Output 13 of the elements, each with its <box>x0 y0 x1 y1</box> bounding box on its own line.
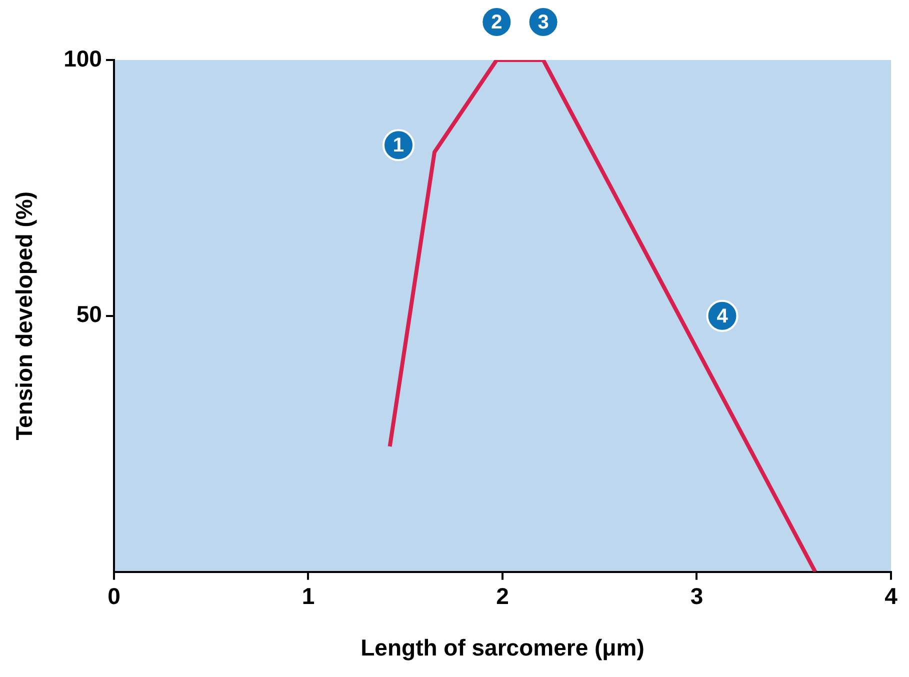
y-tick-label: 50 <box>76 301 102 328</box>
annotation: 2 <box>491 12 502 34</box>
x-tick-label: 4 <box>884 582 898 609</box>
annotation: 1 <box>392 134 404 157</box>
y-axis-title: Tension developed (%) <box>11 192 38 440</box>
x-axis-title: Length of sarcomere (μm) <box>360 634 644 661</box>
x-tick-label: 3 <box>690 582 704 609</box>
x-tick-label: 2 <box>496 582 509 609</box>
annotation: 4 <box>716 305 729 328</box>
x-tick-label: 0 <box>108 582 120 609</box>
annotation: 3 <box>538 12 549 34</box>
y-tick-label: 100 <box>64 45 102 72</box>
x-tick-label: 1 <box>302 582 315 609</box>
